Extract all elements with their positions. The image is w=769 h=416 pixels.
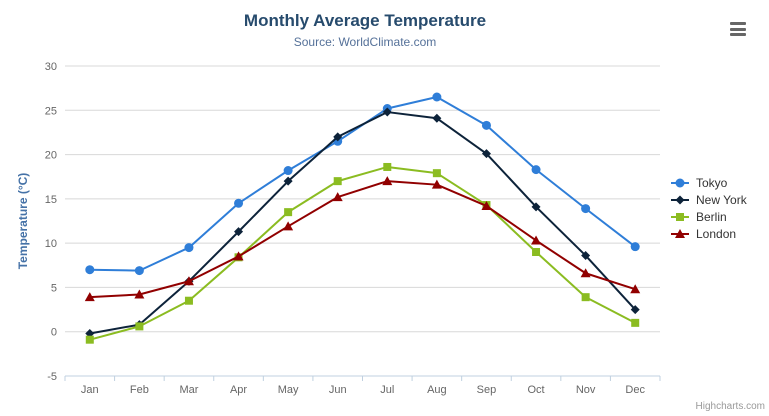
series-line [89,180,636,299]
data-point-marker-triangle[interactable] [580,268,591,278]
x-tick-label: Jan [81,384,99,396]
series-line [89,96,636,272]
data-point-marker-square[interactable] [333,177,342,186]
highcharts-credit[interactable]: Highcharts.com [695,401,765,412]
data-point-marker-diamond[interactable] [382,107,392,117]
y-tick-label: 5 [51,282,57,294]
data-point-marker-square[interactable] [631,318,640,327]
y-tick-label: 0 [51,327,57,339]
data-point-marker-diamond[interactable] [481,149,491,159]
data-point-marker-triangle[interactable] [84,292,95,302]
data-point-marker-square[interactable] [432,169,441,178]
x-tick-label: Apr [230,384,247,396]
legend-item-tokyo[interactable]: Tokyo [671,175,747,190]
data-point-marker-diamond[interactable] [432,113,442,123]
y-axis-title: Temperature (°C) [16,173,30,270]
data-point-marker-triangle[interactable] [431,179,442,189]
data-point-marker-triangle[interactable] [531,235,542,245]
data-point-marker-square[interactable] [85,335,94,344]
chart-title: Monthly Average Temperature [243,11,487,30]
data-point-marker-square[interactable] [383,162,392,171]
data-point-marker-triangle[interactable] [382,176,393,186]
legend-label: New York [696,192,747,207]
data-point-marker-triangle[interactable] [481,200,492,210]
x-tick-label: Mar [179,384,198,396]
legend-item-new-york[interactable]: New York [671,192,747,207]
x-tick-label: Oct [527,384,544,396]
legend-item-berlin[interactable]: Berlin [671,209,747,224]
context-menu-button[interactable] [726,19,750,39]
legend-item-london[interactable]: London [671,226,747,241]
y-tick-label: 20 [45,150,57,162]
series-line [89,111,636,335]
hamburger-icon [730,22,746,25]
y-tick-label: 30 [45,61,57,73]
x-tick-label: May [278,384,299,396]
hamburger-icon [730,33,746,36]
series-london [84,176,641,302]
data-point-marker-diamond[interactable] [531,202,541,212]
data-point-marker-square[interactable] [284,208,293,217]
data-point-marker-square[interactable] [184,296,193,305]
data-point-marker-diamond[interactable] [675,195,685,204]
data-point-marker-triangle[interactable] [332,192,343,202]
data-point-marker-circle[interactable] [283,166,293,176]
legend-label: Tokyo [696,175,728,190]
x-tick-label: Nov [576,384,596,396]
data-point-marker-circle[interactable] [85,265,95,275]
legend-label: London [696,226,737,241]
data-point-marker-circle[interactable] [432,92,442,102]
data-point-marker-triangle[interactable] [233,251,244,261]
data-point-marker-circle[interactable] [134,266,144,276]
series-new-york [85,107,640,338]
legend-symbol-circle [671,178,689,187]
x-tick-label: Feb [130,384,149,396]
data-point-marker-diamond[interactable] [234,227,244,237]
x-tick-label: Aug [427,384,447,396]
data-point-marker-circle[interactable] [531,165,541,175]
data-point-marker-diamond[interactable] [333,132,343,142]
x-tick-label: Jul [380,384,394,396]
data-point-marker-diamond[interactable] [581,251,591,261]
data-point-marker-circle[interactable] [630,242,640,252]
data-point-marker-square[interactable] [135,322,144,331]
legend-symbol-triangle [671,228,689,238]
y-tick-label: 10 [45,238,57,250]
data-point-marker-diamond[interactable] [630,305,640,315]
legend-symbol-diamond [671,195,689,204]
hamburger-icon [730,27,746,31]
y-tick-label: -5 [47,371,57,383]
series-tokyo [85,92,640,276]
data-point-marker-square[interactable] [581,293,590,302]
data-point-marker-square[interactable] [676,212,684,221]
data-point-marker-square[interactable] [532,248,541,256]
x-tick-label: Jun [329,384,347,396]
data-point-marker-triangle[interactable] [183,276,194,286]
legend-label: Berlin [696,209,727,224]
y-tick-label: 25 [45,105,57,117]
legend: Tokyo New York Berlin London [671,175,747,241]
x-tick-label: Dec [625,384,645,396]
chart-subtitle: Source: WorldClimate.com [293,35,437,49]
data-point-marker-circle[interactable] [481,120,491,130]
data-point-marker-circle[interactable] [184,243,194,253]
legend-symbol-square [671,212,689,221]
x-tick-label: Sep [477,384,497,396]
data-point-marker-triangle[interactable] [134,289,145,299]
y-tick-label: 15 [45,194,57,206]
data-point-marker-diamond[interactable] [283,176,293,186]
data-point-marker-circle[interactable] [234,198,244,208]
data-point-marker-triangle[interactable] [675,228,685,238]
data-point-marker-triangle[interactable] [283,221,294,231]
data-point-marker-circle[interactable] [675,178,685,187]
data-point-marker-circle[interactable] [581,204,591,214]
data-point-marker-triangle[interactable] [630,284,641,294]
series-line [89,165,636,341]
